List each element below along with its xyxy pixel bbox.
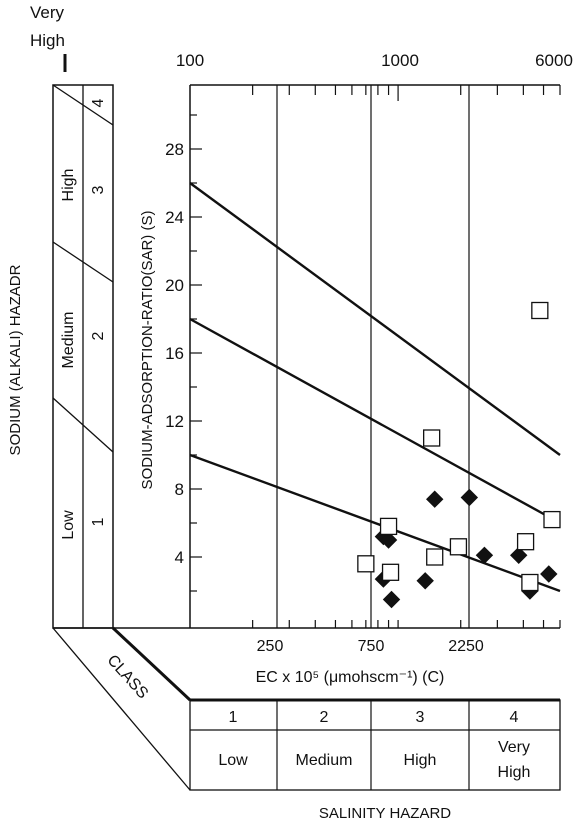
sodium-very-high-label-line2: High (30, 31, 65, 50)
classification-line-2 (189, 317, 561, 525)
x-tick-label-750: 750 (358, 638, 385, 655)
perspective-line-inner (111, 626, 192, 702)
y-tick-label: 16 (165, 344, 184, 363)
data-point-diamond (540, 565, 558, 583)
classification-line-1 (189, 182, 561, 456)
top-scale-label-6000: 6000 (535, 51, 573, 70)
x-tick-label-250: 250 (257, 638, 284, 655)
sodium-hazard-axis-label: SODIUM (ALKALI) HAZADR (7, 264, 24, 455)
salinity-class-2: 2 (320, 709, 329, 726)
salinity-level-very-high-line1: Very (498, 739, 530, 756)
y-tick-label: 24 (165, 208, 184, 227)
classification-lines (189, 182, 561, 593)
salinity-level-low: Low (218, 752, 248, 769)
sodium-level-low: Low (60, 510, 77, 540)
data-point-square (449, 538, 468, 556)
class-label: CLASS (103, 652, 151, 702)
data-point-square (379, 517, 398, 536)
y-tick-label: 20 (165, 276, 184, 295)
sodium-class-1: 1 (90, 517, 107, 526)
sodium-boundary-low-medium (52, 397, 114, 453)
classification-line-3 (189, 453, 561, 593)
sodium-class-2: 2 (90, 331, 107, 340)
data-point-square (531, 301, 549, 320)
x-axis-label: EC x 10⁵ (μmohscm⁻¹) (C) (256, 669, 445, 686)
data-point-diamond (460, 488, 479, 507)
data-point-diamond (426, 490, 444, 508)
sodium-boundary-medium-high (52, 241, 114, 283)
y-tick-label: 28 (165, 140, 184, 159)
data-point-square (543, 510, 561, 529)
data-point-diamond (416, 572, 434, 590)
data-point-square (423, 429, 441, 447)
y-axis-label: SODIUM-ADSORPTION-RATIO(SAR) (S) (139, 211, 156, 490)
x-tick-label-2250: 2250 (448, 638, 484, 655)
data-points (357, 301, 561, 609)
y-tick-label: 4 (175, 548, 184, 567)
y-axis-ticks: 4 8 12 16 20 24 28 (165, 114, 202, 592)
data-point-diamond (510, 546, 528, 565)
salinity-class-1: 1 (229, 709, 238, 726)
sodium-boundary-high-veryhigh (52, 84, 114, 126)
data-point-square (516, 533, 535, 551)
data-point-square (357, 555, 375, 573)
data-point-square (521, 573, 539, 592)
salinity-class-4: 4 (510, 709, 519, 726)
data-point-diamond (475, 546, 494, 565)
sodium-level-high: High (60, 169, 77, 202)
salinity-table (189, 699, 561, 791)
data-point-square (381, 563, 400, 581)
top-scale-ticks (252, 85, 561, 101)
sodium-class-4: 4 (90, 98, 107, 107)
bottom-scale-ticks (252, 620, 561, 628)
salinity-class-3: 3 (416, 709, 425, 726)
data-point-diamond (382, 590, 401, 609)
y-tick-label: 8 (175, 480, 184, 499)
perspective-line-outer (52, 627, 191, 791)
sodium-very-high-label-line1: Very (30, 3, 65, 22)
y-tick-label: 12 (165, 412, 184, 431)
data-point-square (426, 548, 444, 566)
sodium-level-medium: Medium (60, 312, 77, 369)
data-point-diamond (379, 531, 398, 549)
top-scale-label-100: 100 (176, 51, 204, 70)
sodium-class-3: 3 (90, 185, 107, 194)
salinity-level-high: High (404, 752, 437, 769)
salinity-level-very-high-line2: High (498, 764, 531, 781)
salinity-hazard-axis-label: SALINITY HAZARD (319, 805, 451, 822)
salinity-level-medium: Medium (296, 752, 353, 769)
top-scale-label-1000: 1000 (381, 51, 419, 70)
